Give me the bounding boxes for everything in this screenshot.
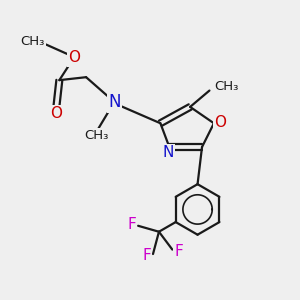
Text: F: F: [127, 218, 136, 232]
Text: CH₃: CH₃: [85, 129, 109, 142]
Text: N: N: [162, 145, 173, 160]
Text: CH₃: CH₃: [214, 80, 238, 94]
Text: CH₃: CH₃: [20, 35, 44, 48]
Text: N: N: [108, 93, 121, 111]
Text: O: O: [50, 106, 62, 121]
Text: F: F: [175, 244, 183, 259]
Text: O: O: [214, 115, 226, 130]
Text: O: O: [68, 50, 80, 65]
Text: F: F: [142, 248, 151, 263]
